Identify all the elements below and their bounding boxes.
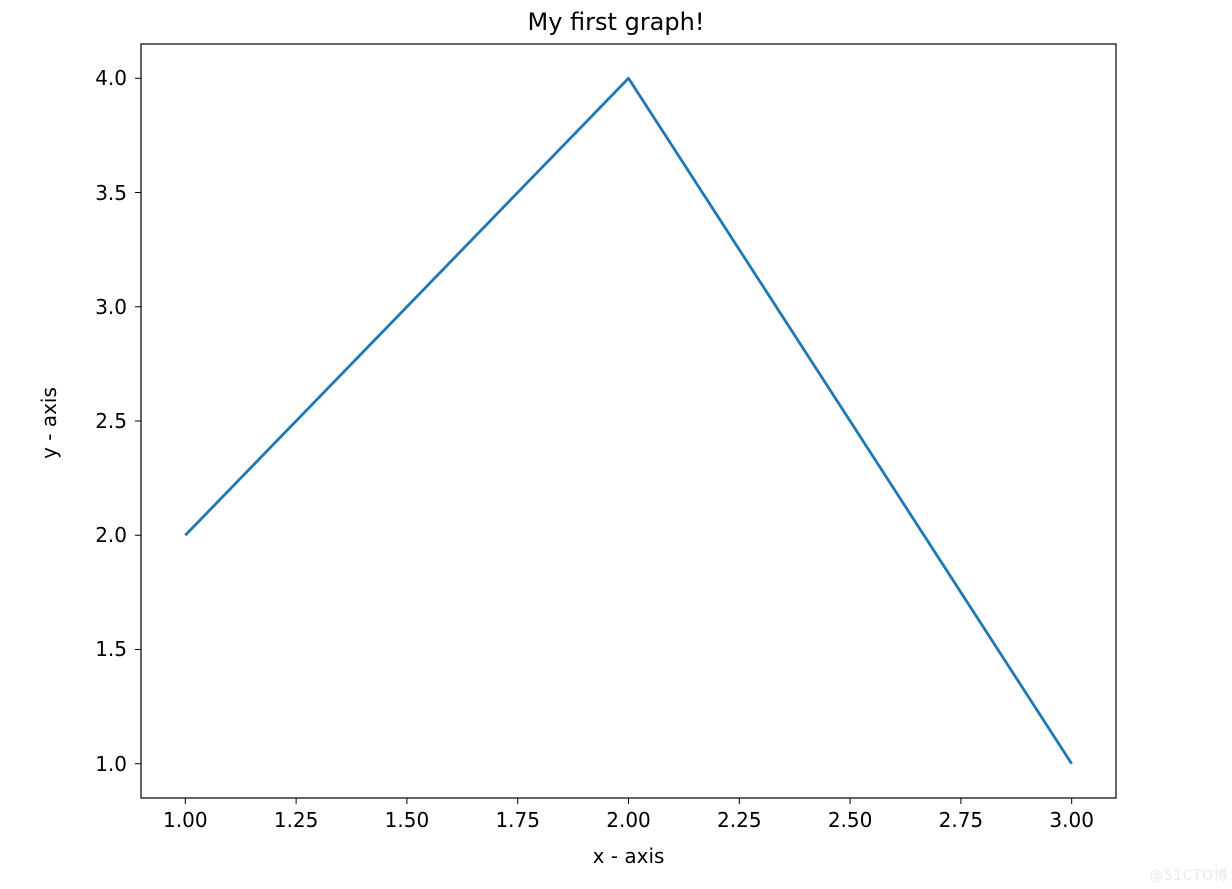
x-axis-label: x - axis (141, 844, 1116, 868)
chart-figure: My first graph! x - axis y - axis 1.00 1.… (0, 0, 1232, 889)
y-tick-label: 2.5 (95, 409, 127, 433)
y-tick-label: 3.5 (95, 181, 127, 205)
x-tick-label: 2.25 (717, 808, 762, 832)
x-tick-label: 3.00 (1049, 808, 1094, 832)
y-tick-label: 4.0 (95, 66, 127, 90)
x-tick-label: 2.00 (606, 808, 651, 832)
x-tick-label: 1.00 (163, 808, 208, 832)
y-tick-label: 3.0 (95, 295, 127, 319)
y-tick-label: 2.0 (95, 523, 127, 547)
y-axis-label: y - axis (37, 387, 61, 459)
y-tick-label: 1.0 (95, 752, 127, 776)
x-tick-label: 2.50 (828, 808, 873, 832)
watermark: @51CTO博 (1149, 865, 1228, 885)
x-tick-label: 1.50 (385, 808, 430, 832)
y-tick-label: 1.5 (95, 637, 127, 661)
chart-title: My first graph! (0, 8, 1232, 36)
x-tick-label: 1.25 (274, 808, 319, 832)
x-tick-label: 2.75 (939, 808, 984, 832)
x-tick-label: 1.75 (495, 808, 540, 832)
chart-svg (0, 0, 1232, 889)
